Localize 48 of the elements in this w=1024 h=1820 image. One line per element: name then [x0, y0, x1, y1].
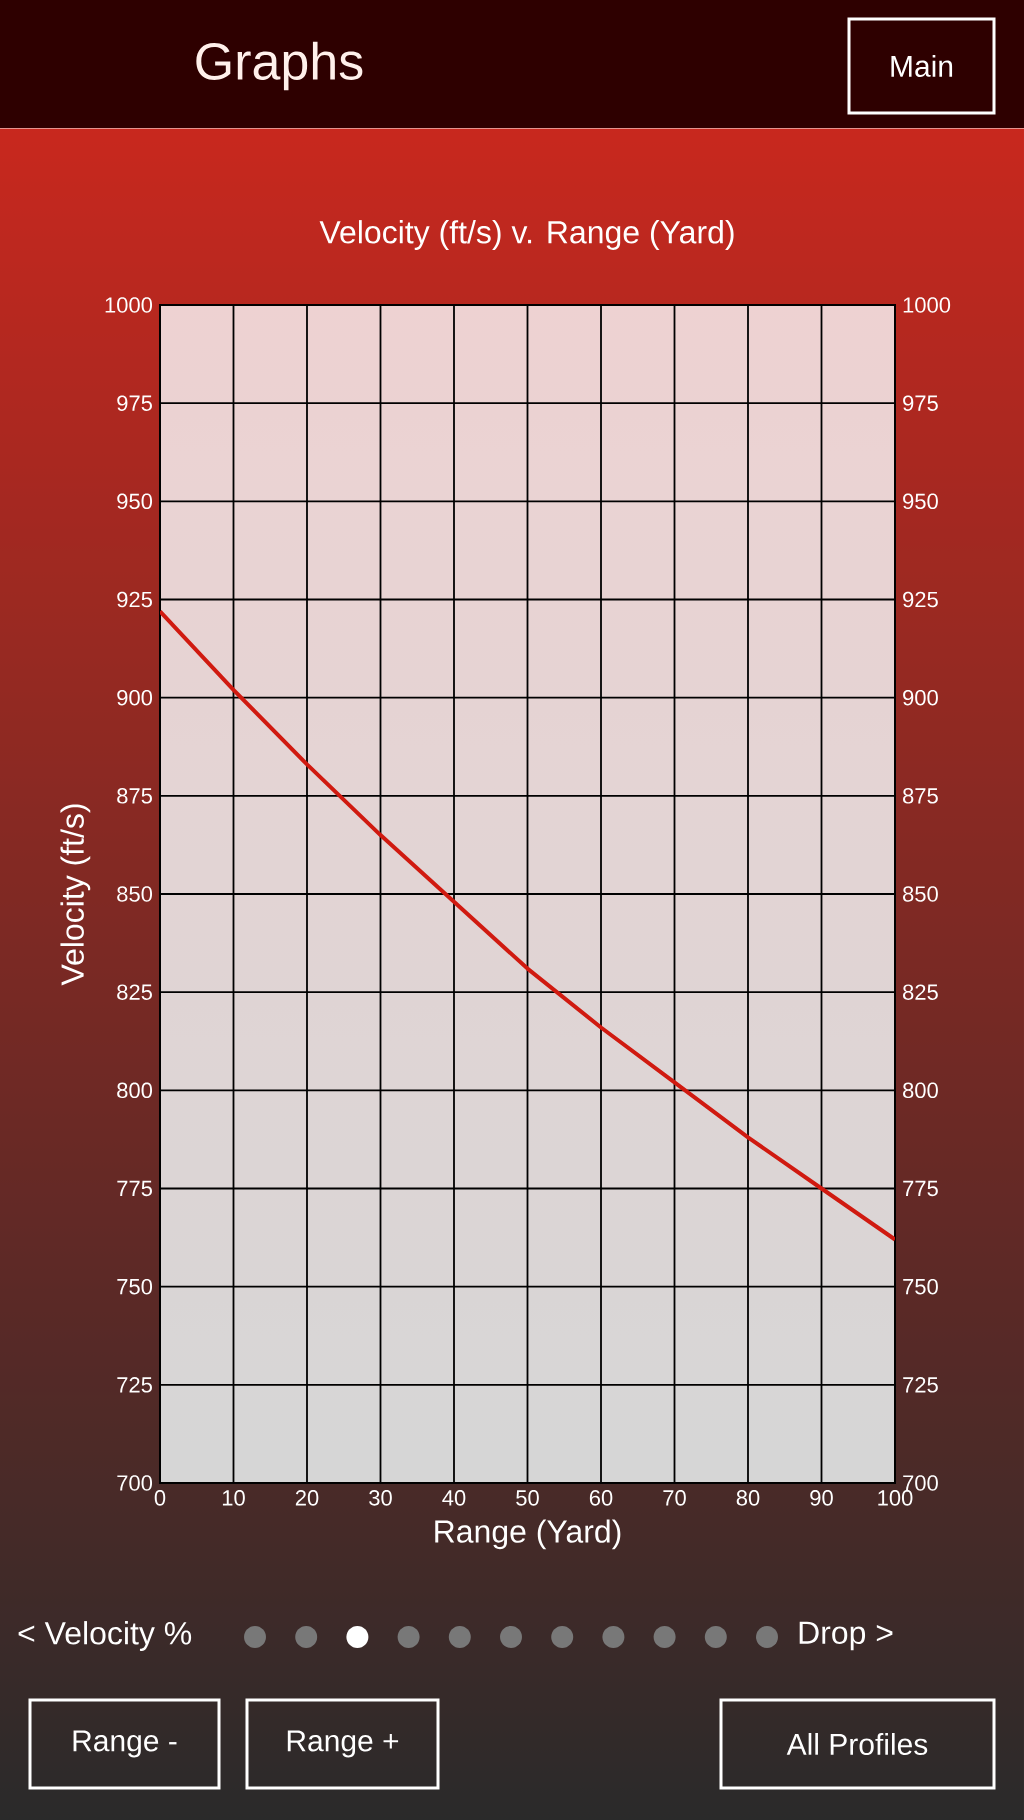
y2-tick-label: 800: [903, 1082, 938, 1099]
text: All Profiles: [786, 1732, 928, 1755]
y-tick-label: 950: [117, 493, 153, 510]
x-tick-label: 10: [222, 1490, 245, 1506]
y-tick-label: 800: [117, 1082, 153, 1099]
chart-title: Velocity (ft/s) v. Range (Yard): [319, 220, 734, 250]
y-tick-label: 775: [117, 1180, 152, 1197]
y-tick-label: 900: [117, 689, 153, 706]
y-tick-label: 875: [117, 788, 152, 804]
y-axis-title: Velocity (ft/s): [60, 804, 91, 986]
text: Range +: [287, 1730, 399, 1758]
x-tick-label: 100: [878, 1490, 913, 1506]
y-tick-label: 750: [117, 1278, 153, 1295]
x-tick-label: 40: [442, 1490, 466, 1506]
y2-tick-label: 825: [903, 984, 938, 1000]
x-tick-label: 70: [663, 1490, 686, 1506]
text: Graphs: [196, 41, 363, 91]
y-tick-label: 1000: [105, 297, 153, 313]
text: Drop >: [799, 1621, 893, 1651]
y-tick-label: 825: [117, 984, 152, 1000]
x-axis-title: Range (Yard): [435, 1519, 621, 1550]
y-tick-label: 700: [117, 1475, 153, 1491]
y-tick-label: 925: [117, 591, 152, 608]
x-tick-label: 80: [736, 1490, 760, 1506]
x-tick-label: 50: [516, 1490, 539, 1506]
text: < Velocity %: [18, 1621, 192, 1651]
y-tick-label: 725: [117, 1377, 152, 1393]
y2-tick-label: 975: [903, 395, 938, 411]
y-tick-label: 975: [117, 395, 152, 411]
y2-tick-label: 700: [903, 1475, 938, 1491]
x-tick-label: 30: [369, 1490, 392, 1506]
y2-tick-label: 775: [903, 1180, 938, 1197]
y2-tick-label: 900: [903, 689, 938, 706]
y-tick-label: 850: [117, 886, 153, 902]
y2-tick-label: 1000: [903, 297, 951, 313]
y2-tick-label: 750: [903, 1278, 938, 1295]
y2-tick-label: 850: [903, 886, 938, 902]
x-tick-label: 0: [154, 1490, 166, 1506]
line-series: [160, 609, 895, 1242]
y2-tick-label: 950: [903, 493, 938, 510]
x-tick-label: 60: [589, 1490, 613, 1506]
y2-tick-label: 875: [903, 788, 938, 804]
x-tick-label: 20: [295, 1490, 319, 1506]
x-tick-label: 90: [810, 1490, 833, 1506]
text: Main: [891, 54, 953, 77]
text: Range -: [73, 1730, 177, 1758]
y2-tick-label: 925: [903, 591, 938, 608]
y2-tick-label: 725: [903, 1377, 938, 1393]
